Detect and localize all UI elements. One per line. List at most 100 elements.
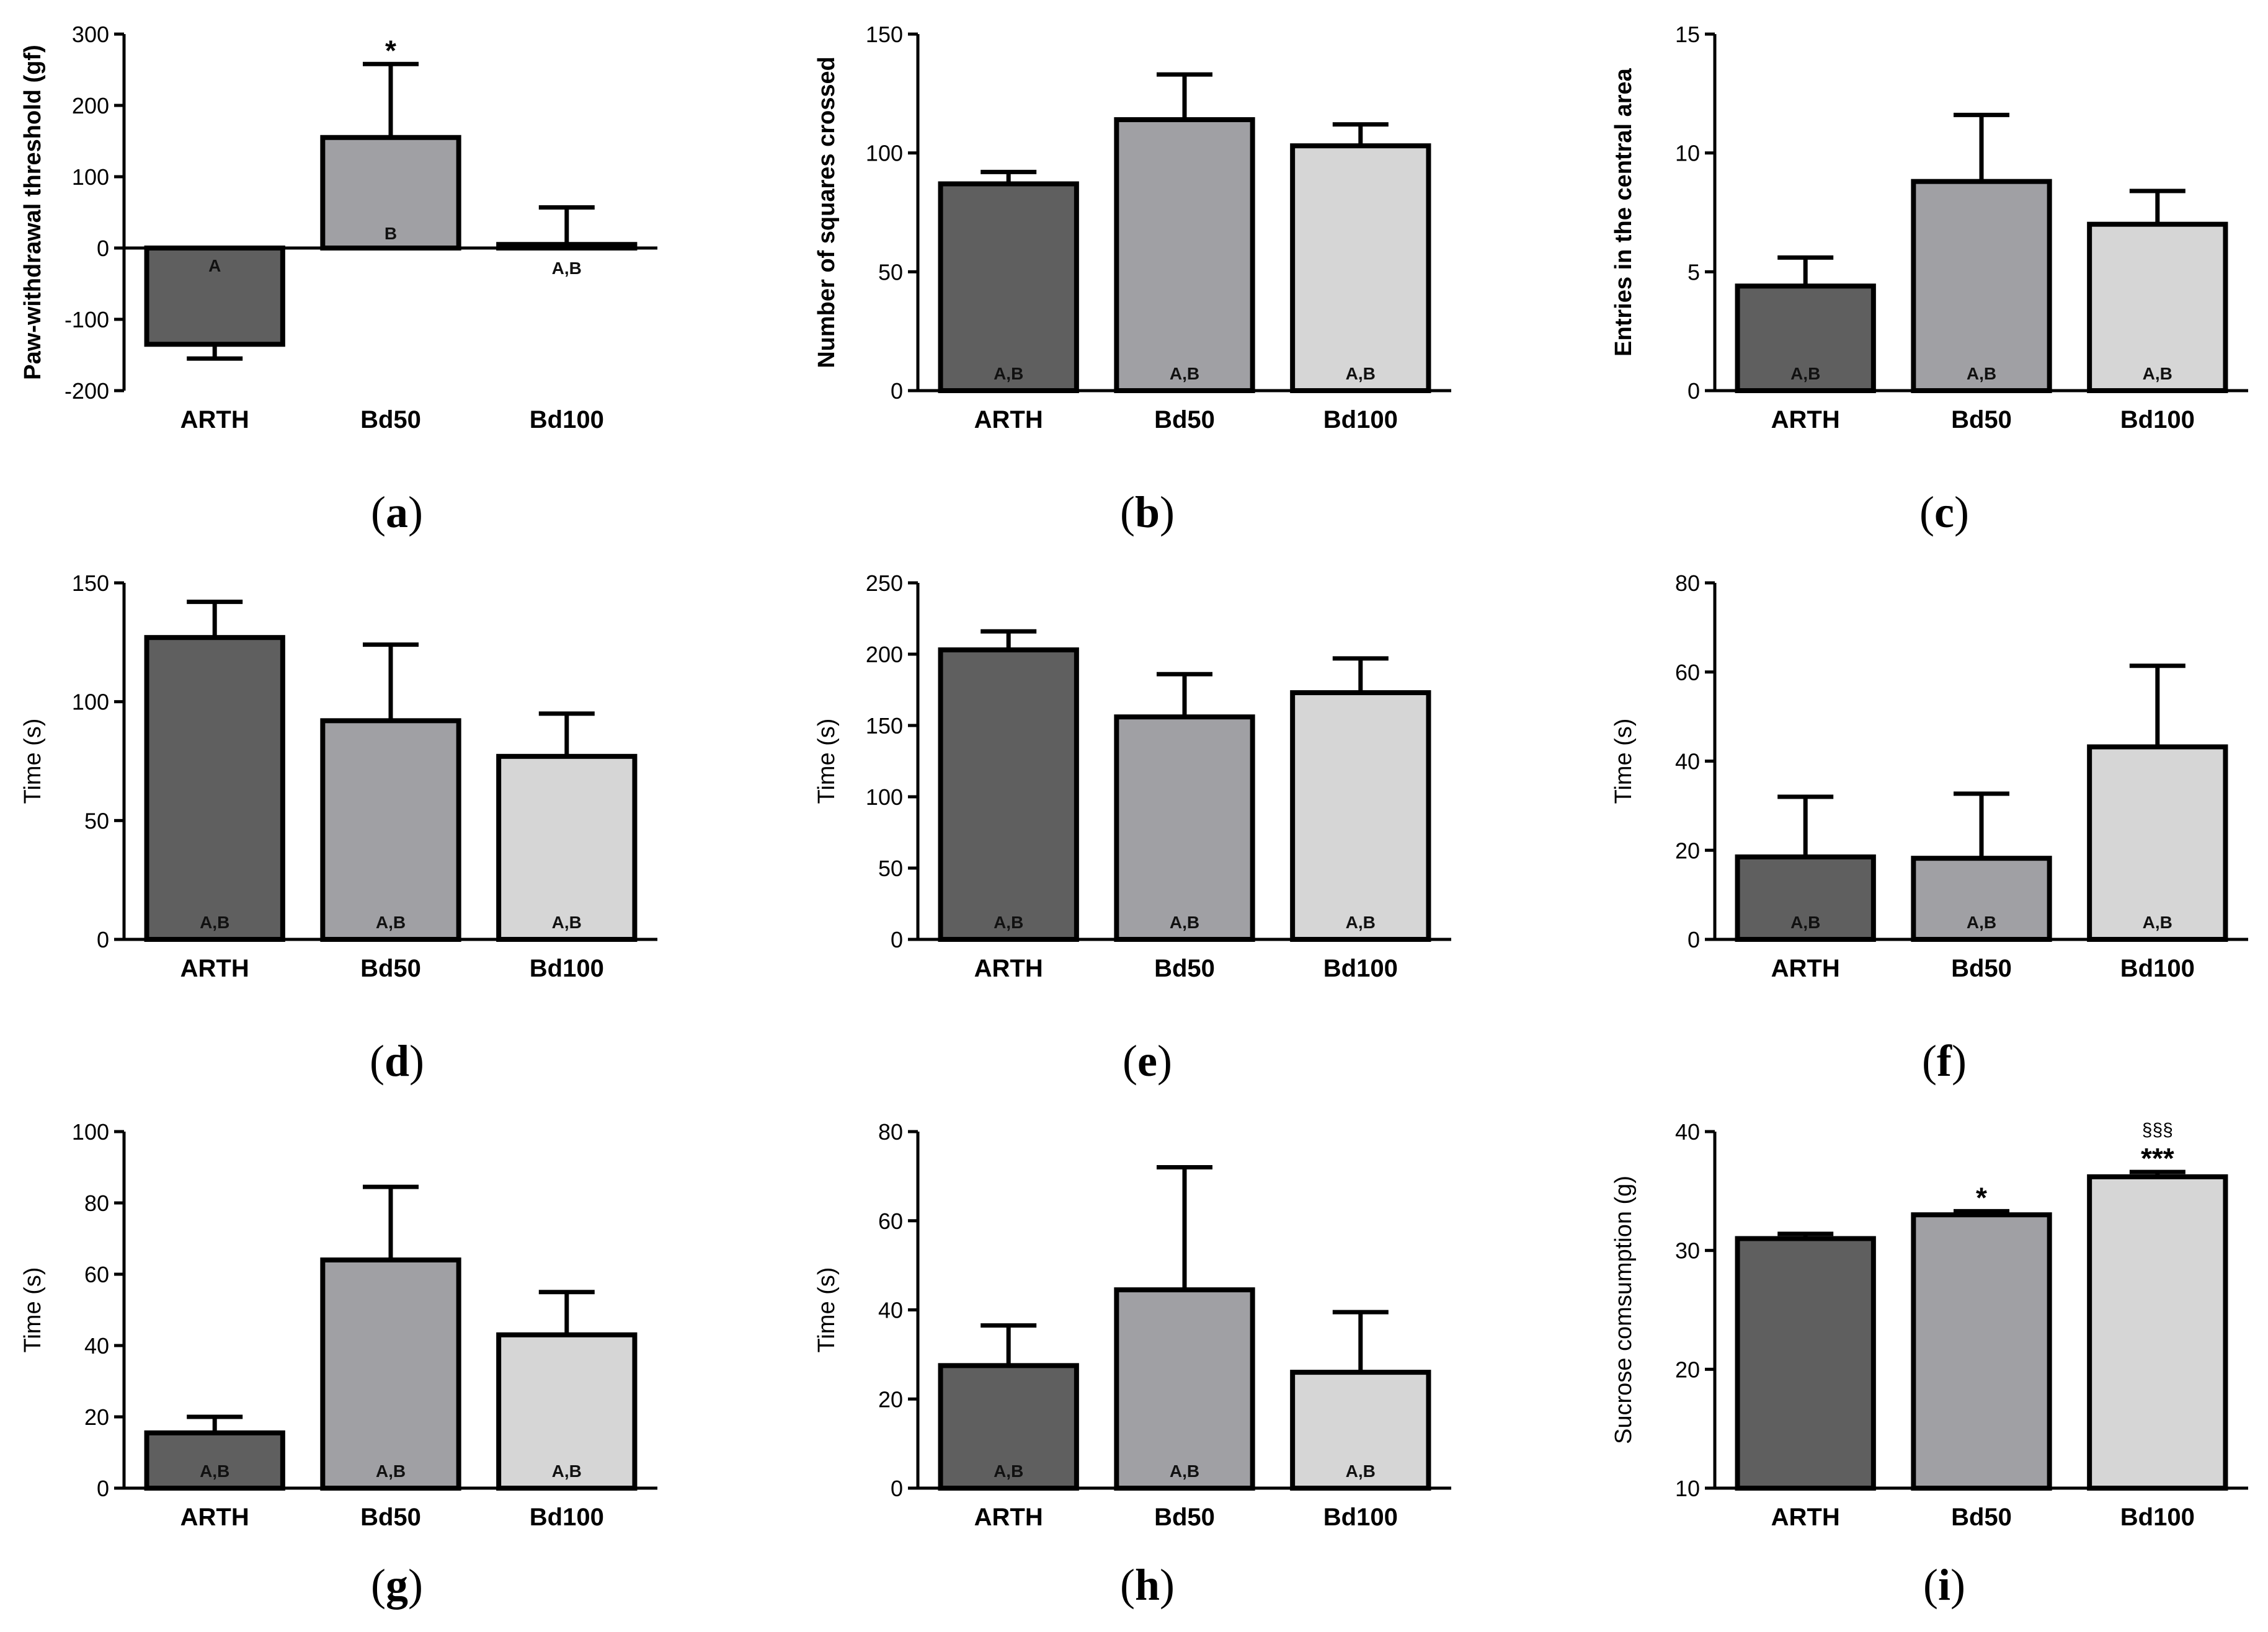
bar-annotation: A,B <box>376 913 406 932</box>
bar-arth <box>1735 1236 1876 1491</box>
significance-marker: * <box>1976 1181 1987 1213</box>
bar-bd50 <box>1114 117 1255 393</box>
y-tick-label: 20 <box>878 1386 903 1412</box>
panel-label: (h) <box>1120 1560 1175 1610</box>
bar-annotation: A,B <box>1346 913 1376 932</box>
x-tick-label: ARTH <box>974 955 1043 982</box>
x-tick-label: Bd50 <box>1951 955 2012 982</box>
bar-annotation: A,B <box>200 913 229 932</box>
bar-annotation: A,B <box>200 1461 229 1481</box>
bar-bd100 <box>2087 744 2228 942</box>
x-tick-label: ARTH <box>974 406 1043 433</box>
significance-marker: * <box>385 34 396 66</box>
x-tick-label: ARTH <box>180 406 249 433</box>
chart-panel-h: 0 20 40 60 80 Time (s) A,B ARTH A,B Bd50 A,B Bd100 (… <box>814 1119 1451 1610</box>
x-tick-label: ARTH <box>1771 406 1840 433</box>
y-tick-label: 0 <box>1688 927 1700 952</box>
x-tick-label: Bd50 <box>1951 406 2012 433</box>
x-tick-label: ARTH <box>1771 955 1840 982</box>
bar-annotation: A,B <box>1170 913 1199 932</box>
y-tick-label: 30 <box>1675 1238 1700 1264</box>
x-tick-label: Bd100 <box>2120 955 2195 982</box>
bar-annotation: A,B <box>1170 364 1199 383</box>
y-tick-label: 60 <box>84 1262 109 1287</box>
x-tick-label: ARTH <box>1771 1504 1840 1531</box>
y-tick-label: 300 <box>72 22 109 47</box>
y-tick-label: 250 <box>866 570 903 596</box>
bar-annotation: A,B <box>1346 364 1376 383</box>
bar-bd100 <box>1290 143 1431 394</box>
bar-bd100 <box>1290 690 1431 942</box>
y-tick-label: 15 <box>1675 22 1700 47</box>
x-tick-label: Bd50 <box>1154 1504 1215 1531</box>
y-axis-label: Number of squares crossed <box>814 56 840 368</box>
y-tick-label: 60 <box>878 1208 903 1234</box>
bar-annotation: A,B <box>994 1461 1023 1481</box>
y-axis-label: Paw-withdrawal threshold (gf) <box>20 45 46 379</box>
y-tick-label: 0 <box>1688 378 1700 404</box>
y-tick-label: 60 <box>1675 660 1700 685</box>
panel-label: (e) <box>1123 1036 1172 1086</box>
bar-annotation: A,B <box>1346 1461 1376 1481</box>
bar-bd50 <box>1911 179 2052 393</box>
y-tick-label: 0 <box>891 927 903 952</box>
chart-panel-g: 0 20 40 60 80 100 Time (s) A,B ARTH A,B Bd50 A,B Bd1… <box>20 1119 657 1610</box>
y-tick-label: -200 <box>64 378 109 404</box>
bar-annotation: A,B <box>1967 913 1996 932</box>
bar-arth <box>144 635 285 942</box>
y-tick-label: 100 <box>866 141 903 166</box>
panel-label: (c) <box>1919 487 1969 537</box>
y-tick-label: 100 <box>72 1119 109 1145</box>
x-tick-label: ARTH <box>974 1504 1043 1531</box>
y-axis-label: Time (s) <box>20 1267 46 1353</box>
y-tick-label: 150 <box>866 22 903 47</box>
bar-bd100 <box>1290 1370 1431 1491</box>
y-tick-label: 200 <box>72 93 109 118</box>
panel-label: (g) <box>371 1560 423 1610</box>
y-tick-label: 50 <box>878 856 903 881</box>
y-tick-label: 200 <box>866 642 903 667</box>
x-tick-label: ARTH <box>180 955 249 982</box>
y-tick-label: 0 <box>97 1476 109 1501</box>
y-axis-label: Time (s) <box>1611 719 1637 804</box>
y-axis-label: Time (s) <box>814 719 840 804</box>
bar-annotation: A,B <box>1170 1461 1199 1481</box>
y-tick-label: 100 <box>866 784 903 810</box>
y-tick-label: 0 <box>891 1476 903 1501</box>
bar-arth <box>144 1430 285 1491</box>
y-tick-label: 50 <box>878 259 903 285</box>
x-tick-label: Bd100 <box>2120 1504 2195 1531</box>
bar-annotation: A,B <box>994 364 1023 383</box>
x-tick-label: Bd100 <box>530 406 604 433</box>
bar-bd100 <box>2087 1174 2228 1491</box>
y-tick-label: 10 <box>1675 141 1700 166</box>
bar-annotation: A,B <box>2143 913 2172 932</box>
y-tick-label: 80 <box>1675 570 1700 596</box>
bar-bd50 <box>1114 1287 1255 1491</box>
chart-panel-f: 0 20 40 60 80 Time (s) A,B ARTH A,B Bd50 A,B Bd100 (… <box>1611 570 2248 1086</box>
bar-bd50 <box>1114 714 1255 942</box>
y-axis-label: Entries in the central area <box>1611 68 1637 356</box>
panel-label: (i) <box>1923 1560 1965 1610</box>
x-tick-label: Bd50 <box>360 406 421 433</box>
x-tick-label: Bd100 <box>1323 955 1398 982</box>
y-tick-label: 0 <box>97 236 109 261</box>
bar-arth <box>938 647 1079 942</box>
bar-annotation: B <box>385 224 397 243</box>
y-tick-label: 80 <box>84 1191 109 1216</box>
chart-panel-e: 0 50 100 150 200 250 Time (s) A,B ARTH A,B Bd50 A,B… <box>814 570 1451 1086</box>
chart-panel-c: 0 5 10 15 Entries in the central area A,B ARTH… <box>1611 22 2248 537</box>
x-tick-label: Bd50 <box>1154 955 1215 982</box>
bar-annotation: A,B <box>994 913 1023 932</box>
chart-panel-d: 0 50 100 150 Time (s) A,B ARTH A,B Bd50 A,B Bd100 (… <box>20 570 657 1086</box>
bar-bd100 <box>496 242 638 251</box>
x-tick-label: Bd50 <box>360 1504 421 1531</box>
bar-arth <box>938 1363 1079 1491</box>
y-tick-label: 150 <box>72 570 109 596</box>
x-tick-label: Bd50 <box>1951 1504 2012 1531</box>
y-tick-label: 40 <box>878 1298 903 1323</box>
panel-label: (b) <box>1120 487 1175 537</box>
y-tick-label: 80 <box>878 1119 903 1145</box>
y-tick-label: -100 <box>64 307 109 332</box>
